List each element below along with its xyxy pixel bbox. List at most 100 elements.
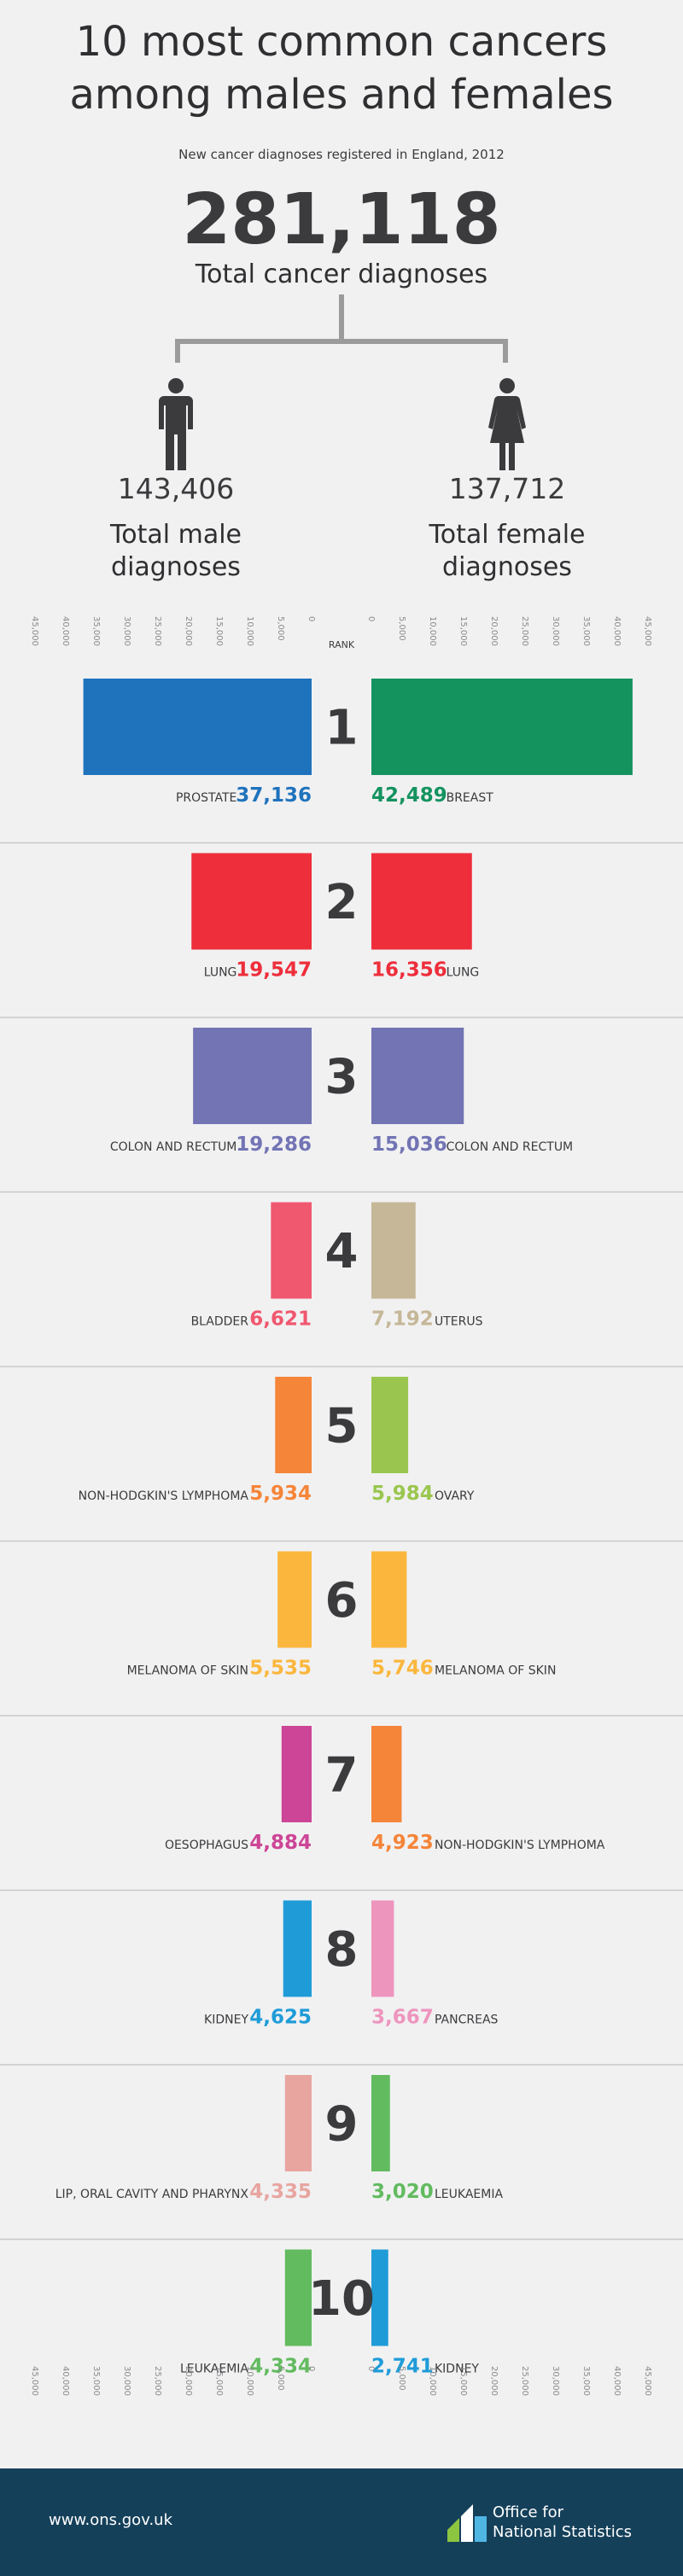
female-cancer-label-rank-2: LUNG	[447, 966, 480, 980]
bottom-axis-male-tick-7: 35,000	[91, 2366, 101, 2396]
footer: www.ons.gov.uk Office for National Stati…	[0, 2468, 683, 2576]
female-bar-rank-1	[371, 679, 633, 775]
female-bar-rank-9	[371, 2075, 390, 2171]
female-label-line-1: Total female	[429, 520, 586, 550]
bottom-axis-female-tick-7: 35,000	[581, 2366, 591, 2396]
male-bar-rank-9	[284, 2075, 312, 2171]
top-axis-male-tick-6: 30,000	[122, 616, 131, 646]
female-bar-rank-5	[371, 1377, 409, 1473]
bottom-axis-female-tick-8: 40,000	[612, 2366, 622, 2396]
top-axis-male-tick-9: 45,000	[30, 616, 39, 646]
rank-number-7: 7	[325, 1748, 359, 1804]
bracket-connector	[175, 294, 508, 363]
title-line-1: 10 most common cancers	[75, 18, 608, 66]
male-cancer-label-rank-10: LEUKAEMIA	[180, 2363, 248, 2376]
rank-number-4: 4	[325, 1224, 359, 1279]
rank-number-1: 1	[325, 701, 359, 756]
male-bar-rank-7	[281, 1726, 312, 1822]
female-value-rank-9: 3,020	[371, 2181, 434, 2203]
female-bar-rank-10	[371, 2249, 388, 2346]
female-value-rank-7: 4,923	[371, 1832, 434, 1854]
male-cancer-label-rank-9: LIP, ORAL CAVITY AND PHARYNX	[55, 2188, 249, 2201]
ons-org-line-2: National Statistics	[493, 2523, 633, 2541]
top-axis-female-tick-4: 20,000	[489, 616, 499, 646]
bottom-axis-female-tick-2: 10,000	[428, 2366, 437, 2396]
female-bar-rank-8	[371, 1900, 394, 1997]
female-bar-rank-7	[371, 1726, 402, 1822]
ons-logo-icon	[447, 2504, 487, 2542]
female-cancer-label-rank-4: UTERUS	[435, 1315, 483, 1329]
male-value-rank-9: 4,335	[249, 2181, 312, 2203]
bottom-axis-male-tick-5: 25,000	[153, 2366, 162, 2396]
rank-number-5: 5	[325, 1399, 359, 1454]
female-total-number: 137,712	[448, 472, 566, 505]
female-value-rank-10: 2,741	[371, 2356, 434, 2378]
top-axis-male-tick-1: 5,000	[276, 616, 285, 641]
male-value-rank-4: 6,621	[249, 1308, 312, 1331]
top-axis-female-tick-5: 25,000	[520, 616, 529, 646]
male-cancer-label-rank-2: LUNG	[204, 966, 237, 980]
female-cancer-label-rank-5: OVARY	[435, 1489, 475, 1503]
bottom-axis-female-tick-9: 45,000	[643, 2366, 652, 2396]
male-cancer-label-rank-6: MELANOMA OF SKIN	[127, 1664, 248, 1678]
bottom-axis-male-tick-1: 5,000	[276, 2366, 285, 2391]
male-bar-rank-2	[191, 853, 312, 950]
bottom-axis-female-tick-4: 20,000	[489, 2366, 499, 2396]
top-axis-male-tick-8: 40,000	[61, 616, 70, 646]
title-line-2: among males and females	[69, 71, 614, 119]
male-bar-rank-8	[283, 1900, 312, 1997]
top-axis-female-tick-0: 0	[366, 616, 376, 621]
bottom-axis-male-tick-0: 0	[306, 2366, 316, 2371]
bottom-axis-male-tick-8: 40,000	[61, 2366, 70, 2396]
top-axis-male-tick-5: 25,000	[153, 616, 162, 646]
male-cancer-label-rank-7: OESOPHAGUS	[165, 1839, 248, 1852]
top-axis-female-tick-7: 35,000	[581, 616, 591, 646]
female-cancer-label-rank-8: PANCREAS	[435, 2014, 499, 2027]
male-bar-rank-1	[83, 679, 312, 775]
male-value-rank-1: 37,136	[236, 784, 312, 807]
bottom-axis-female-tick-5: 25,000	[520, 2366, 529, 2396]
rank-number-2: 2	[325, 875, 359, 930]
top-axis-male-tick-0: 0	[306, 616, 316, 621]
rank-number-8: 8	[325, 1922, 359, 1978]
footer-url[interactable]: www.ons.gov.uk	[49, 2511, 173, 2529]
female-value-rank-6: 5,746	[371, 1658, 434, 1680]
female-label-line-2: diagnoses	[442, 552, 572, 582]
bottom-axis-male-tick-9: 45,000	[30, 2366, 39, 2396]
female-value-rank-4: 7,192	[371, 1308, 434, 1331]
female-bar-rank-2	[371, 853, 472, 950]
ons-org-name: Office for National Statistics	[493, 2503, 672, 2542]
bottom-axis-male-tick-6: 30,000	[122, 2366, 131, 2396]
bottom-axis-female-tick-3: 15,000	[458, 2366, 468, 2396]
female-value-rank-5: 5,984	[371, 1483, 434, 1505]
male-bar-rank-3	[193, 1028, 312, 1124]
female-value-rank-8: 3,667	[371, 2007, 434, 2029]
female-cancer-label-rank-1: BREAST	[447, 791, 494, 805]
male-cancer-label-rank-5: NON-HODGKIN'S LYMPHOMA	[79, 1489, 249, 1503]
rank-number-10: 10	[308, 2271, 375, 2327]
male-label-line-2: diagnoses	[111, 552, 241, 582]
top-axis-female-tick-9: 45,000	[643, 616, 652, 646]
female-value-rank-3: 15,036	[371, 1134, 447, 1156]
male-cancer-label-rank-4: BLADDER	[191, 1315, 249, 1329]
male-cancer-label-rank-3: COLON AND RECTUM	[110, 1140, 237, 1154]
female-total-label: Total female diagnoses	[379, 519, 635, 584]
rank-number-6: 6	[325, 1573, 359, 1629]
female-cancer-label-rank-6: MELANOMA OF SKIN	[435, 1664, 556, 1678]
total-diagnoses-number: 281,118	[182, 179, 501, 260]
top-axis-female-tick-8: 40,000	[612, 616, 622, 646]
top-axis-female-tick-2: 10,000	[428, 616, 437, 646]
top-axis-female-tick-6: 30,000	[551, 616, 560, 646]
female-cancer-label-rank-10: KIDNEY	[435, 2363, 479, 2376]
male-cancer-label-rank-1: PROSTATE	[176, 791, 236, 805]
bottom-axis-female-tick-1: 5,000	[397, 2366, 406, 2391]
male-total-label: Total male diagnoses	[48, 519, 304, 584]
male-cancer-label-rank-8: KIDNEY	[204, 2014, 248, 2027]
female-cancer-label-rank-9: LEUKAEMIA	[435, 2188, 503, 2201]
top-axis-male-tick-7: 35,000	[91, 616, 101, 646]
total-diagnoses-label: Total cancer diagnoses	[195, 259, 488, 289]
subtitle: New cancer diagnoses registered in Engla…	[178, 147, 505, 162]
male-bar-rank-5	[275, 1377, 312, 1473]
female-value-rank-2: 16,356	[371, 959, 447, 982]
male-bar-rank-4	[271, 1202, 312, 1299]
